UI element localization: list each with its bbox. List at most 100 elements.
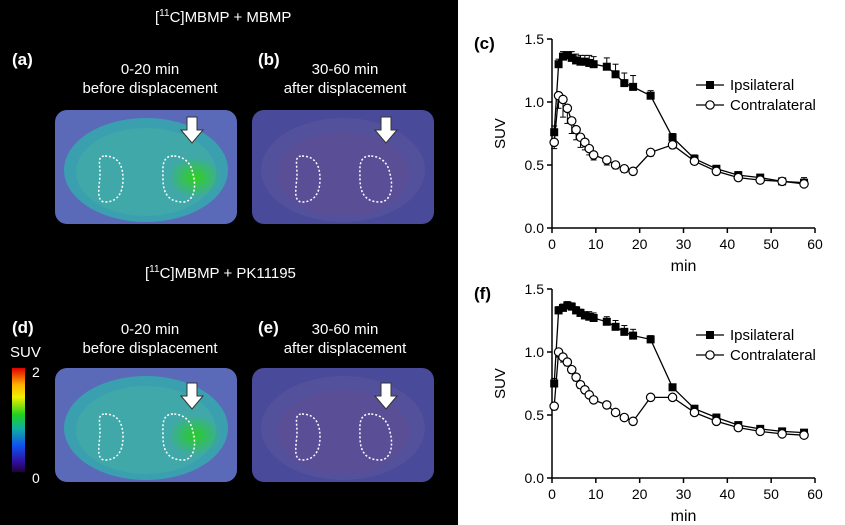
data-point xyxy=(620,327,629,336)
x-tick-label: 20 xyxy=(632,486,648,502)
data-point xyxy=(571,124,581,135)
y-axis-label: SUV xyxy=(492,118,509,149)
panel-b-caption: 30-60 min after displacement xyxy=(283,61,407,97)
data-point xyxy=(563,51,572,60)
data-point xyxy=(646,335,655,344)
data-point xyxy=(667,392,678,403)
x-tick-label: 0 xyxy=(548,486,556,502)
pet-scan-a xyxy=(55,110,237,224)
middle-condition-header: [11C]MBMP + PK11195 xyxy=(145,264,296,282)
data-point xyxy=(567,302,576,311)
data-point xyxy=(580,311,589,320)
data-point xyxy=(645,147,656,158)
y-tick-label: 0.5 xyxy=(525,407,545,423)
data-point xyxy=(667,140,678,150)
x-tick-label: 40 xyxy=(720,236,736,252)
data-point xyxy=(611,322,620,331)
data-point xyxy=(645,392,656,403)
legend-label: Contralateral xyxy=(730,97,816,114)
x-tick-label: 60 xyxy=(807,236,823,252)
y-tick-label: 1.0 xyxy=(525,94,545,110)
data-point xyxy=(628,416,638,427)
data-point xyxy=(755,175,766,185)
data-point xyxy=(572,306,581,315)
data-point xyxy=(566,364,577,375)
colorbar-title: SUV xyxy=(10,344,41,361)
panel-e-caption: 30-60 min after displacement xyxy=(283,321,407,357)
x-tick-label: 10 xyxy=(588,486,604,502)
data-point xyxy=(668,133,677,142)
data-point xyxy=(588,150,599,160)
data-point xyxy=(619,412,630,423)
x-tick-label: 30 xyxy=(676,486,692,502)
data-point xyxy=(755,426,766,437)
x-axis-label: min xyxy=(671,508,697,525)
data-point xyxy=(646,91,655,100)
legend-marker xyxy=(705,100,715,110)
data-point xyxy=(549,137,559,148)
data-point xyxy=(558,52,567,61)
series-line xyxy=(553,54,805,184)
data-point xyxy=(554,60,563,69)
data-point xyxy=(689,156,700,167)
data-point xyxy=(550,128,559,137)
pet-scan-d xyxy=(55,368,237,482)
data-point xyxy=(799,430,809,440)
colorbar xyxy=(12,368,25,472)
data-point xyxy=(620,79,629,88)
legend-marker xyxy=(706,331,714,339)
panel-label-d: (d) xyxy=(12,318,34,337)
x-tick-label: 30 xyxy=(676,236,692,252)
panel-label-e: (e) xyxy=(258,318,279,337)
data-point xyxy=(558,94,568,105)
y-tick-label: 1.0 xyxy=(525,344,545,360)
x-tick-label: 20 xyxy=(632,236,648,252)
data-point xyxy=(585,312,594,321)
data-point xyxy=(588,395,599,405)
pet-scan-b xyxy=(252,110,434,224)
y-tick-label: 1.5 xyxy=(525,31,545,47)
x-tick-label: 50 xyxy=(763,486,779,502)
data-point xyxy=(554,306,563,315)
data-point xyxy=(576,57,585,66)
colorbar-max-label: 2 xyxy=(32,364,40,380)
data-point xyxy=(610,407,621,418)
data-point xyxy=(601,400,612,410)
chart-c: (c) 0.0 0.5 1.0 1.5 0 10 20 30 40 50 60 min SUV Ipsila… xyxy=(474,31,823,275)
data-point xyxy=(580,57,589,66)
data-point xyxy=(571,372,581,382)
x-tick-label: 60 xyxy=(807,486,823,502)
data-point xyxy=(777,429,787,439)
data-point xyxy=(711,416,722,427)
data-point xyxy=(576,308,585,317)
data-point xyxy=(585,58,594,67)
data-point xyxy=(589,313,598,322)
chart-f: (f) 0.0 0.5 1.0 1.5 0 10 20 30 40 50 60 min SUV Ipsila… xyxy=(474,281,823,525)
data-point xyxy=(562,103,573,114)
panel-label: (f) xyxy=(474,284,491,303)
y-tick-label: 0.0 xyxy=(525,220,545,236)
panel-label: (c) xyxy=(474,34,495,53)
data-point xyxy=(733,422,744,433)
y-axis-label: SUV xyxy=(492,368,509,399)
data-point xyxy=(629,82,638,91)
legend-marker xyxy=(705,350,715,360)
y-tick-label: 0.5 xyxy=(525,157,545,173)
data-point xyxy=(733,172,744,183)
panel-label-b: (b) xyxy=(258,50,280,69)
data-point xyxy=(563,301,572,310)
y-tick-label: 1.5 xyxy=(525,281,545,297)
data-point xyxy=(567,53,576,62)
data-point xyxy=(619,163,630,174)
legend-label: Ipsilateral xyxy=(730,77,794,94)
panel-a-caption: 0-20 min before displacement xyxy=(82,61,218,97)
data-point xyxy=(711,166,722,177)
x-tick-label: 0 xyxy=(548,236,556,252)
panel-label-a: (a) xyxy=(12,50,33,69)
data-point xyxy=(602,62,611,71)
series-line xyxy=(553,304,805,434)
arrow-icon xyxy=(374,116,398,144)
data-point xyxy=(602,317,611,326)
data-point xyxy=(668,383,677,392)
data-point xyxy=(601,155,612,165)
